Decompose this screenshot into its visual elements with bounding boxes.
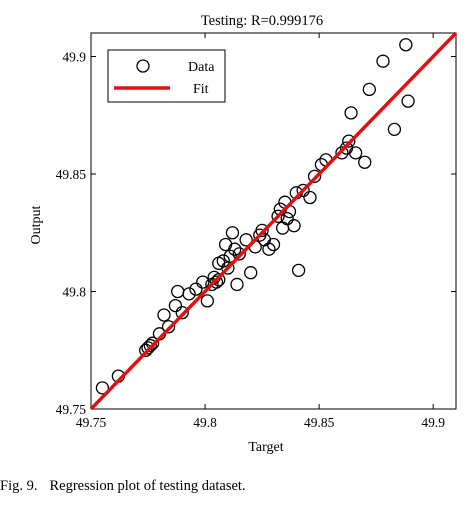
data-point	[145, 336, 160, 350]
figure-caption: Fig. 9. Regression plot of testing datase…	[0, 478, 474, 495]
y-axis: 49.75 49.8 49.85 49.9	[56, 50, 456, 417]
data-point	[161, 320, 176, 334]
data-point	[387, 122, 402, 137]
data-point	[344, 106, 358, 120]
data-point	[232, 247, 246, 261]
caption-text: Regression plot of testing dataset.	[49, 478, 246, 494]
data-point	[342, 134, 356, 148]
y-tick-label: 49.9	[62, 50, 86, 65]
data-point	[189, 282, 203, 296]
y-axis-label: Output	[29, 205, 44, 244]
legend-data-label: Data	[188, 60, 215, 75]
y-tick-label: 49.8	[62, 285, 86, 300]
data-point	[307, 169, 322, 184]
data-point	[196, 275, 210, 289]
x-tick-label: 49.9	[421, 415, 445, 430]
x-tick-label: 49.85	[304, 415, 335, 430]
data-point	[175, 305, 189, 320]
caption-label: Fig. 9.	[0, 478, 38, 494]
data-point	[143, 338, 157, 353]
chart-title: Testing: R=0.999176	[201, 13, 323, 29]
data-point	[287, 219, 301, 233]
data-point	[296, 183, 310, 198]
legend-box	[107, 49, 226, 103]
fit-line	[89, 31, 458, 411]
x-tick-label: 49.8	[193, 415, 217, 430]
data-point	[362, 82, 376, 97]
y-tick-label: 49.75	[56, 402, 87, 417]
data-point	[358, 155, 372, 169]
data-point	[182, 287, 196, 301]
data-point	[225, 226, 240, 240]
data-point	[209, 275, 224, 289]
data-point	[244, 266, 258, 280]
data-point	[271, 209, 285, 223]
data-point	[216, 254, 230, 268]
data-point	[228, 242, 242, 256]
data-point	[280, 211, 294, 226]
data-point	[303, 190, 317, 205]
data-point	[95, 381, 110, 395]
data-series	[95, 38, 415, 395]
data-point	[223, 249, 237, 263]
x-axis-label: Target	[248, 440, 283, 455]
data-point	[255, 223, 269, 238]
data-point	[291, 263, 306, 278]
legend-data-marker	[136, 59, 150, 73]
data-point	[141, 341, 155, 355]
data-point	[401, 94, 415, 108]
x-axis: 49.75 49.8 49.85 49.9	[76, 33, 445, 430]
y-tick-label: 49.85	[56, 167, 87, 182]
data-point	[239, 233, 253, 247]
legend-fit-label: Fit	[193, 82, 209, 97]
data-point	[212, 273, 226, 287]
regression-chart: Testing: R=0.999176 49.75 49.8 49.85 49.9 4…	[29, 13, 458, 455]
legend: Data Fit	[107, 49, 226, 103]
data-point	[335, 146, 349, 160]
x-tick-label: 49.75	[76, 415, 107, 430]
data-point	[157, 308, 171, 322]
data-point	[262, 242, 276, 256]
data-point	[376, 54, 390, 68]
data-point	[200, 294, 214, 308]
data-point	[348, 146, 363, 160]
data-point	[399, 38, 413, 52]
data-point	[168, 298, 183, 313]
data-point	[266, 237, 281, 252]
data-point	[230, 277, 244, 292]
data-point	[139, 343, 153, 357]
